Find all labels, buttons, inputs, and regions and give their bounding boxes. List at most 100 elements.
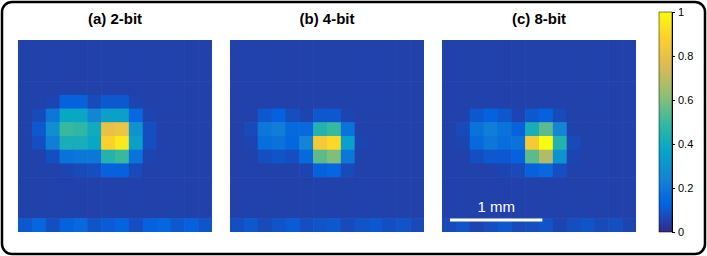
heatmap-cell — [313, 191, 327, 205]
heatmap-cell — [285, 54, 299, 68]
heatmap-cell — [396, 163, 410, 177]
heatmap-cell — [456, 191, 470, 205]
heatmap-cell — [594, 54, 608, 68]
heatmap-cell — [258, 218, 272, 232]
heatmap-cell — [608, 191, 622, 205]
heatmap-cell — [313, 150, 327, 164]
heatmap-cell — [369, 81, 383, 95]
heatmap-cell — [258, 81, 272, 95]
heatmap-cell — [244, 191, 258, 205]
heatmap-cell — [32, 67, 46, 81]
heatmap-cell — [456, 150, 470, 164]
heatmap-cell — [442, 177, 456, 191]
heatmap-cell — [313, 81, 327, 95]
heatmap-cell — [244, 177, 258, 191]
heatmap-cell — [60, 109, 74, 123]
heatmap-cells — [230, 40, 424, 232]
heatmap-cell — [313, 177, 327, 191]
heatmap-cell — [382, 67, 396, 81]
heatmap-cell — [327, 81, 341, 95]
heatmap-cell — [622, 163, 636, 177]
heatmap-cell — [115, 54, 129, 68]
heatmap-cell — [442, 67, 456, 81]
heatmap-cell — [355, 163, 369, 177]
heatmap-cell — [272, 95, 286, 109]
colorbar-tick-mark — [672, 12, 675, 13]
heatmap-cell — [355, 136, 369, 150]
heatmap-cell — [456, 54, 470, 68]
heatmap-cell — [230, 136, 244, 150]
heatmap-cell — [470, 163, 484, 177]
heatmap-cell — [198, 163, 212, 177]
heatmap-cell — [581, 95, 595, 109]
heatmap-cell — [567, 177, 581, 191]
heatmap-cell — [341, 95, 355, 109]
heatmap-cell — [484, 150, 498, 164]
heatmap-cell — [230, 40, 244, 54]
heatmap-cell — [230, 191, 244, 205]
heatmap-cell — [539, 163, 553, 177]
heatmap-cell — [396, 136, 410, 150]
heatmap-cell — [230, 163, 244, 177]
heatmap-cell — [299, 163, 313, 177]
heatmap-cell — [442, 191, 456, 205]
heatmap-cell — [396, 177, 410, 191]
panel-title: (b) 4-bit — [300, 10, 355, 27]
heatmap-cell — [258, 136, 272, 150]
heatmap-cell — [608, 54, 622, 68]
heatmap-cell — [73, 67, 87, 81]
heatmap-cell — [244, 163, 258, 177]
heatmap-cell — [470, 81, 484, 95]
heatmap-cell — [594, 150, 608, 164]
heatmap-cell — [327, 122, 341, 136]
heatmap-cell — [497, 40, 511, 54]
heatmap-cell — [442, 136, 456, 150]
heatmap-cell — [129, 67, 143, 81]
heatmap-cell — [184, 177, 198, 191]
heatmap-cell — [101, 218, 115, 232]
scale-bar-label: 1 mm — [477, 198, 515, 215]
heatmap-cell — [101, 122, 115, 136]
heatmap-cell — [272, 163, 286, 177]
heatmap-cell — [355, 40, 369, 54]
heatmap-cell — [157, 67, 171, 81]
heatmap-cell — [355, 81, 369, 95]
heatmap-cell — [18, 205, 32, 219]
heatmap-cell — [470, 136, 484, 150]
heatmap-cell — [272, 205, 286, 219]
heatmap-cell — [143, 40, 157, 54]
heatmap-cell — [594, 109, 608, 123]
heatmap-cell — [553, 191, 567, 205]
heatmap-cell — [442, 150, 456, 164]
heatmap-cell — [60, 95, 74, 109]
heatmap-cell — [46, 109, 60, 123]
heatmap-cell — [553, 40, 567, 54]
heatmap-cell — [244, 40, 258, 54]
heatmap-cell — [355, 218, 369, 232]
heatmap-cell — [18, 191, 32, 205]
heatmap-cell — [129, 191, 143, 205]
heatmap-cell — [369, 67, 383, 81]
heatmap-cell — [46, 122, 60, 136]
heatmap-cell — [327, 163, 341, 177]
heatmap-cell — [484, 67, 498, 81]
figure: (a) 2-bit(b) 4-bit(c) 8-bit1 mm00.20.40.… — [0, 0, 707, 256]
heatmap-cell — [46, 218, 60, 232]
panel-title: (a) 2-bit — [88, 10, 142, 27]
heatmap-cell — [553, 205, 567, 219]
heatmap-cell — [18, 109, 32, 123]
heatmap-cell — [230, 95, 244, 109]
heatmap-cell — [32, 163, 46, 177]
heatmap-cell — [18, 218, 32, 232]
heatmap-cell — [230, 67, 244, 81]
heatmap-cell — [32, 54, 46, 68]
heatmap-cell — [143, 109, 157, 123]
heatmap-cell — [442, 95, 456, 109]
heatmap-cell — [313, 109, 327, 123]
heatmap-cell — [456, 67, 470, 81]
heatmap-cell — [258, 95, 272, 109]
heatmap-cell — [594, 122, 608, 136]
heatmap-cell — [244, 95, 258, 109]
heatmap-cell — [184, 81, 198, 95]
heatmap-cell — [396, 191, 410, 205]
